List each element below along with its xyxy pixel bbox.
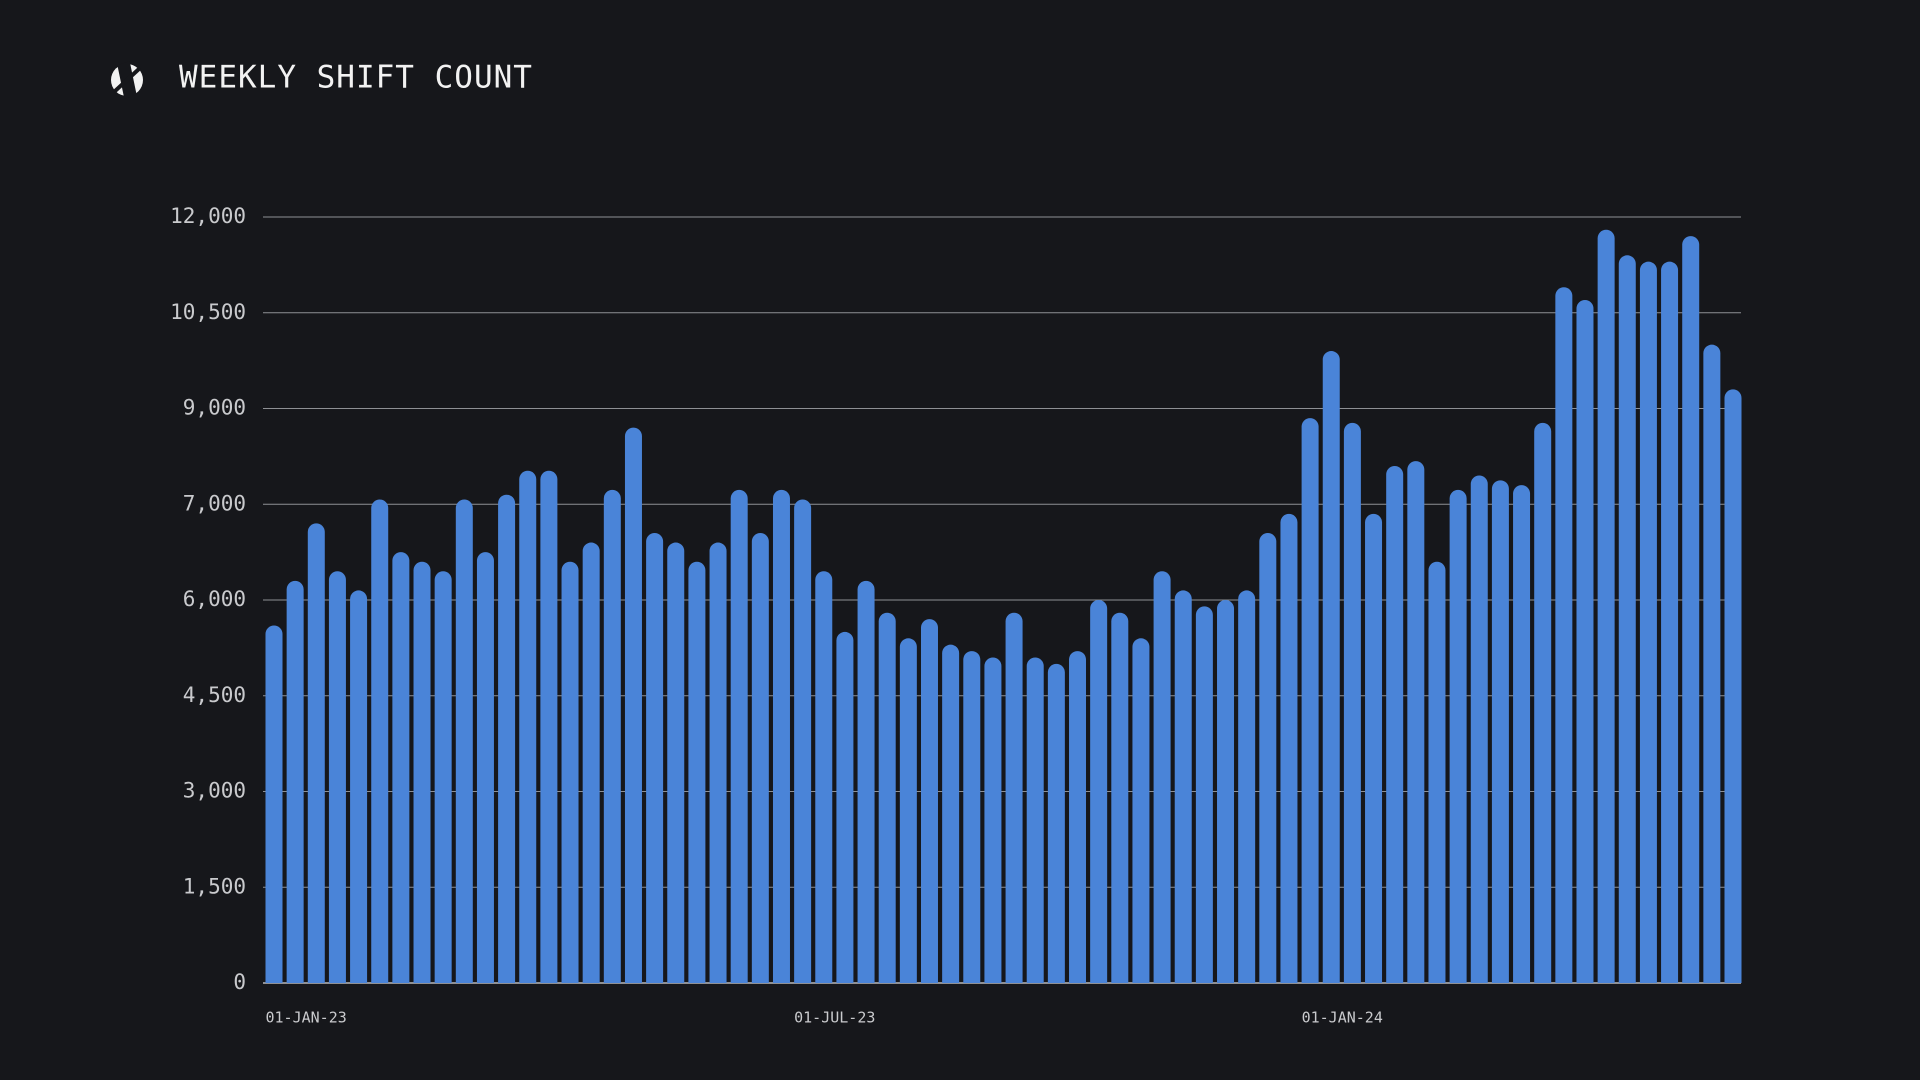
bar: [1111, 612, 1129, 983]
bar: [1322, 351, 1340, 983]
y-tick-label: 12,000: [170, 204, 246, 228]
bar: [413, 561, 431, 983]
bar: [561, 561, 579, 983]
y-tick-label: 0: [233, 970, 246, 994]
bar: [709, 542, 727, 983]
bar: [942, 644, 960, 983]
bar: [1026, 657, 1044, 983]
bar: [392, 552, 410, 983]
bar: [1470, 475, 1488, 983]
chart-title: WEEKLY SHIFT COUNT: [179, 60, 533, 96]
bar: [984, 657, 1002, 983]
bar: [1597, 229, 1615, 983]
y-tick-label: 10,500: [170, 300, 246, 324]
bar: [1005, 612, 1023, 983]
bar: [646, 532, 664, 983]
bar: [582, 542, 600, 983]
bar: [1428, 561, 1446, 983]
y-tick-label: 7,000: [183, 491, 246, 515]
y-tick-label: 3,000: [183, 779, 246, 803]
y-tick-label: 4,500: [183, 683, 246, 707]
bar: [1132, 638, 1150, 983]
bar: [1090, 600, 1108, 983]
bar: [667, 542, 685, 983]
bar: [1280, 513, 1298, 983]
bar: [1386, 465, 1404, 983]
bar: [307, 523, 325, 983]
bar: [878, 612, 896, 983]
bar: [1555, 287, 1573, 983]
bar: [920, 619, 938, 983]
bar: [794, 499, 812, 983]
bar: [1703, 344, 1721, 984]
bar: [1195, 606, 1213, 983]
bar: [1491, 480, 1509, 983]
bar: [1069, 651, 1087, 983]
bar: [624, 427, 642, 983]
bar: [772, 489, 790, 983]
bar: [1407, 461, 1425, 984]
bar: [1343, 422, 1361, 983]
bar: [899, 638, 917, 983]
bar: [350, 590, 368, 983]
x-tick-label: 01-JAN-23: [266, 1009, 347, 1027]
logo: [111, 60, 143, 100]
bar: [1238, 590, 1256, 983]
bar: [498, 494, 516, 983]
bar: [1639, 261, 1657, 983]
bar: [519, 470, 537, 983]
bar: [1724, 389, 1742, 984]
bar: [1217, 600, 1235, 983]
bar: [455, 499, 473, 983]
bar: [1301, 418, 1319, 983]
bar: [476, 552, 494, 983]
bar: [688, 561, 706, 983]
bar: [1513, 485, 1531, 983]
bar: [1449, 489, 1467, 983]
y-tick-label: 1,500: [183, 874, 246, 898]
y-tick-label: 9,000: [183, 396, 246, 420]
bar: [1047, 663, 1065, 983]
bar: [603, 489, 621, 983]
bar: [751, 532, 769, 983]
bar: [434, 571, 452, 983]
bar: [265, 625, 283, 983]
bar: [328, 571, 346, 983]
bar: [815, 571, 833, 983]
bar: [1618, 255, 1636, 983]
bar: [371, 499, 389, 983]
bar: [1365, 513, 1383, 983]
bar: [857, 580, 875, 983]
bar: [1153, 571, 1171, 983]
bar: [1534, 422, 1552, 983]
bar: [286, 580, 304, 983]
bar: [1661, 261, 1679, 983]
bar: [730, 489, 748, 983]
bar: [540, 470, 558, 983]
bar: [1259, 532, 1277, 983]
x-tick-label: 01-JUL-23: [794, 1009, 875, 1027]
y-tick-label: 6,000: [183, 587, 246, 611]
bar: [836, 631, 854, 983]
bar: [1576, 299, 1594, 983]
bar: [1174, 590, 1192, 983]
x-tick-label: 01-JAN-24: [1302, 1009, 1383, 1027]
bar: [963, 651, 981, 983]
bar: [1682, 236, 1700, 983]
